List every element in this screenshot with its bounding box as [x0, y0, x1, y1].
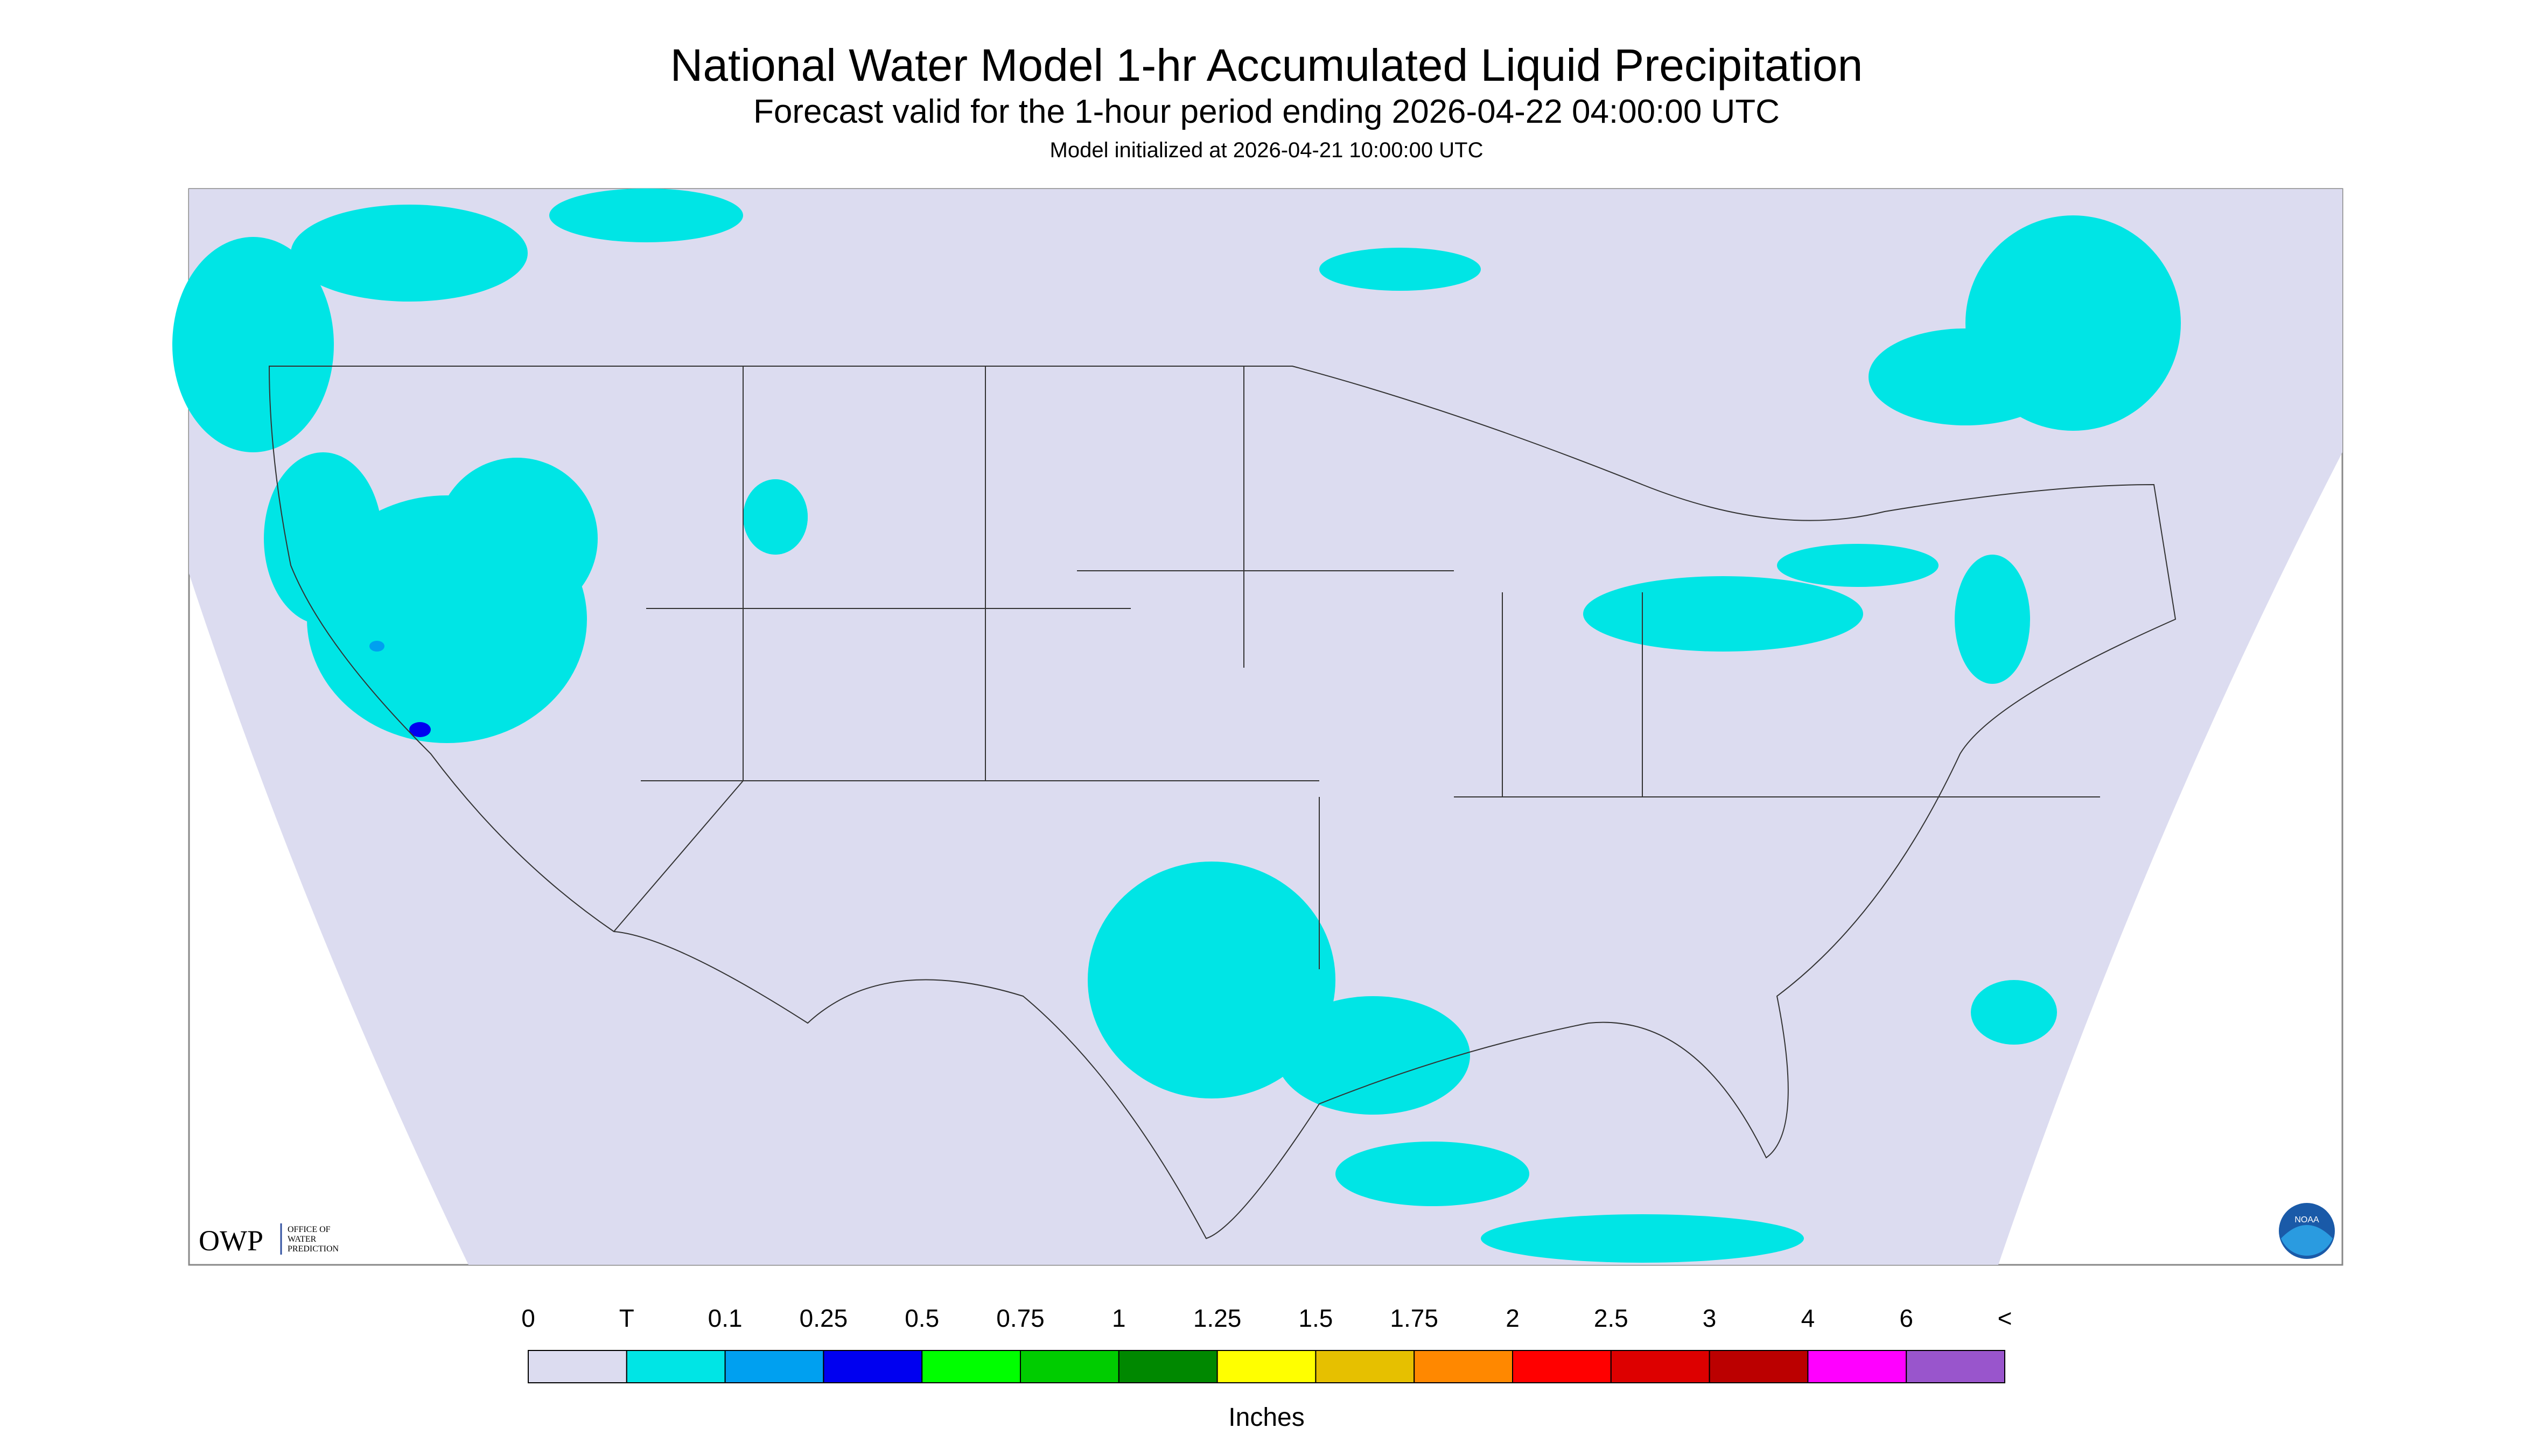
- legend-swatch: [1906, 1350, 2005, 1383]
- noaa-text: NOAA: [2294, 1215, 2319, 1224]
- legend-swatch: [1315, 1350, 1415, 1383]
- legend-units: Inches: [1228, 1403, 1304, 1432]
- legend-swatch: [626, 1350, 726, 1383]
- legend-label: 1.25: [1193, 1304, 1242, 1332]
- owp-mark: OWP: [199, 1224, 263, 1257]
- precip-areas: [172, 188, 2181, 1263]
- legend-label: 0.25: [800, 1304, 848, 1332]
- legend-label: 0: [521, 1304, 535, 1332]
- noaa-logo: NOAA: [2279, 1203, 2335, 1259]
- legend-label: 0.1: [708, 1304, 743, 1332]
- legend-label: 0.75: [996, 1304, 1045, 1332]
- legend-label: 1.75: [1390, 1304, 1438, 1332]
- legend-swatch: [1216, 1350, 1317, 1383]
- title: National Water Model 1-hr Accumulated Li…: [670, 40, 1863, 90]
- boundaries: [268, 366, 2177, 1240]
- legend-label: 1: [1112, 1304, 1126, 1332]
- map-domain: [189, 189, 2342, 1265]
- legend-swatch: [1512, 1350, 1612, 1383]
- legend-label: 2.5: [1594, 1304, 1628, 1332]
- owp-text: PREDICTION: [288, 1244, 339, 1254]
- legend-swatch: [1414, 1350, 1513, 1383]
- init-time: Model initialized at 2026-04-21 10:00:00…: [1050, 138, 1484, 162]
- owp-logo: OWP OFFICE OF WATER PREDICTION: [199, 1223, 339, 1257]
- legend-label: 3: [1703, 1304, 1717, 1332]
- legend-label: 4: [1801, 1304, 1815, 1332]
- legend-swatch: [823, 1350, 923, 1383]
- legend-label: <: [1998, 1304, 2012, 1332]
- legend-swatch: [1709, 1350, 1809, 1383]
- legend-label: 1.5: [1298, 1304, 1333, 1332]
- legend-label: 0.5: [905, 1304, 939, 1332]
- subtitle: Forecast valid for the 1-hour period end…: [753, 93, 1780, 130]
- legend-swatch: [528, 1350, 627, 1383]
- legend-swatch: [921, 1350, 1021, 1383]
- owp-text: OFFICE OF: [288, 1225, 331, 1234]
- legend-label: 6: [1899, 1304, 1913, 1332]
- owp-text: WATER: [288, 1235, 317, 1244]
- legend: 0 T 0.1 0.25 0.5 0.75 1 1.25 1.5 1.75 2 2.5 3 4 6 <: [521, 1304, 2012, 1383]
- legend-label: 2: [1506, 1304, 1520, 1332]
- legend-swatch: [1807, 1350, 1907, 1383]
- legend-label: T: [619, 1304, 634, 1332]
- map: OWP OFFICE OF WATER PREDICTION NOAA: [172, 188, 2343, 1266]
- legend-swatch: [1118, 1350, 1218, 1383]
- legend-swatch: [724, 1350, 824, 1383]
- legend-swatch: [1610, 1350, 1710, 1383]
- legend-swatch: [1020, 1350, 1119, 1383]
